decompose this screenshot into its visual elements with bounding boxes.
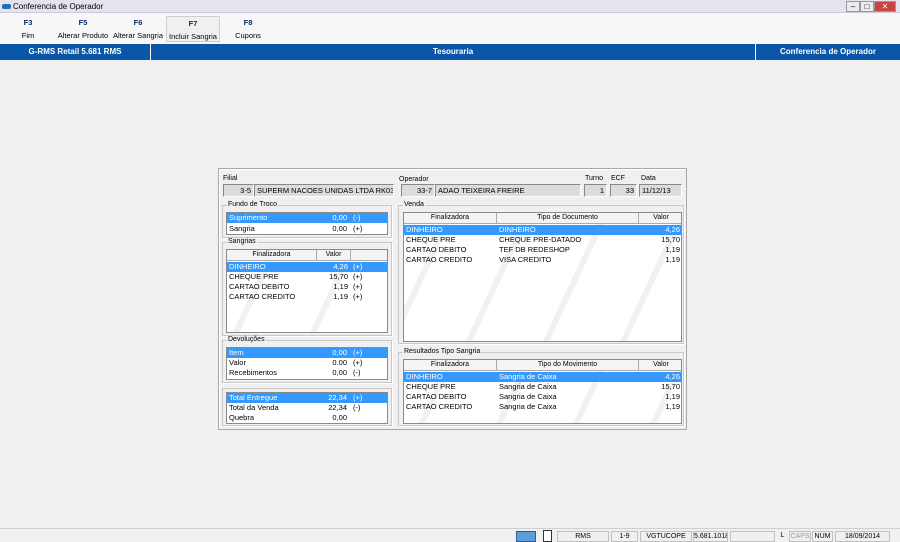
operador-label: Operador — [399, 176, 429, 183]
list-item[interactable]: Quebra 0,00 — [229, 413, 347, 422]
list-item[interactable]: CARTAO DEBITO Sangria de Caixa 1,19 — [406, 392, 680, 401]
list-item[interactable]: Suprimento 0,00 (-) — [227, 213, 387, 223]
list-item[interactable]: CHEQUE PRE CHEQUE PRE-DATADO 15,70 — [406, 235, 680, 244]
fundo-troco-group: Fundo de Troco Suprimento 0,00 (-) Sangria… — [222, 201, 392, 238]
module-name: Tesouraria — [151, 44, 756, 60]
list-item[interactable]: CARTAO DEBITO 1,19 (+) — [229, 282, 363, 291]
list-item[interactable]: CARTAO CREDITO VISA CREDITO 1,19 — [406, 255, 680, 264]
list-item[interactable]: DINHEIRO Sangria de Caixa 4,26 — [404, 372, 681, 382]
list-item[interactable]: Valor 0.00 (+) — [229, 358, 363, 367]
list-item[interactable]: Sangria 0,00 (+) — [229, 224, 363, 233]
filial-label: Filial — [223, 175, 238, 182]
status-system: RMS — [557, 531, 609, 542]
close-button[interactable]: ✕ — [874, 1, 896, 12]
alterar-sangria-button[interactable]: F6 Alterar Sangria — [112, 18, 164, 40]
totais-group: Total Entregue 22,34 (+) Total da Venda 22,… — [222, 388, 392, 426]
resultados-list[interactable]: Finalizadora Tipo do Movimento Valor DINHE… — [403, 359, 682, 424]
conferencia-panel: Filial 3-5 SUPERM NACOES UNIDAS LTDA RK0… — [218, 168, 687, 430]
fim-button[interactable]: F3 Fim — [21, 18, 35, 40]
turno-label: Turno — [585, 175, 604, 182]
operador-name-field: ADAO TEIXEIRA FREIRE — [435, 184, 581, 197]
network-icon — [516, 531, 536, 542]
list-item[interactable]: Item 0,00 (+) — [227, 348, 387, 358]
filial-code-field: 3-5 — [223, 184, 254, 197]
status-caps: CAPS — [789, 531, 811, 542]
devolucoes-title: Devoluções — [227, 336, 266, 343]
header-bar: G-RMS Retail 5.681 RMS Tesouraria Confer… — [0, 44, 900, 60]
title-bar: Conferencia de Operador – □ ✕ — [0, 0, 900, 13]
filial-name-field: SUPERM NACOES UNIDAS LTDA RK03 — [254, 184, 394, 197]
status-version: 5.681.1018 — [693, 531, 728, 542]
incluir-sangria-button[interactable]: F7 Incluir Sangria — [166, 16, 220, 42]
list-item[interactable]: Total da Venda 22,34 (-) — [229, 403, 361, 412]
status-bar: RMS 1-9 VGTUCOPE 5.681.1018 L CAPS NUM 1… — [0, 528, 900, 542]
list-item[interactable]: Recebimentos 0,00 (-) — [229, 368, 361, 377]
venda-list[interactable]: Finalizadora Tipo de Documento Valor DINHE… — [403, 212, 682, 342]
screen-name: Conferencia de Operador — [779, 47, 877, 56]
window-title: Conferencia de Operador — [13, 2, 104, 11]
turno-field: 1 — [584, 184, 607, 197]
list-item[interactable]: CARTAO CREDITO 1,19 (+) — [229, 292, 363, 301]
list-header: Finalizadora Tipo do Movimento Valor — [404, 360, 681, 371]
fundo-troco-list: Suprimento 0,00 (-) Sangria 0,00 (+) — [226, 212, 388, 235]
minimize-button[interactable]: – — [846, 1, 860, 12]
status-date: 18/09/2014 — [835, 531, 890, 542]
resultados-group: Resultados Tipo Sangria Finalizadora Tipo… — [398, 348, 684, 426]
totais-list: Total Entregue 22,34 (+) Total da Venda 22,… — [226, 392, 388, 424]
cupons-button[interactable]: F8 Cupons — [235, 18, 261, 40]
list-item[interactable]: CHEQUE PRE Sangria de Caixa 15,70 — [406, 382, 680, 391]
list-item[interactable]: CARTAO CREDITO Sangria de Caixa 1,19 — [406, 402, 680, 411]
data-field: 11/12/13 — [639, 184, 682, 197]
devolucoes-list: Item 0,00 (+) Valor 0.00 (+) Recebimentos 0,0… — [226, 347, 388, 380]
sangrias-list[interactable]: Finalizadora Valor DINHEIRO 4,26 (+) CHEQUE… — [226, 249, 388, 333]
status-num: NUM — [812, 531, 833, 542]
fundo-troco-title: Fundo de Troco — [227, 201, 279, 208]
status-empty — [730, 531, 775, 542]
venda-group: Venda Finalizadora Tipo de Documento Valor… — [398, 201, 684, 344]
list-header: Finalizadora Tipo de Documento Valor — [404, 213, 681, 224]
venda-title: Venda — [403, 201, 425, 208]
ecf-label: ECF — [611, 175, 625, 182]
devolucoes-group: Devoluções Item 0,00 (+) Valor 0.00 (+) Rece… — [222, 336, 392, 383]
maximize-button[interactable]: □ — [860, 1, 874, 12]
alterar-produto-button[interactable]: F5 Alterar Produto — [57, 18, 109, 40]
app-name: G-RMS Retail 5.681 RMS — [0, 44, 151, 60]
clipboard-icon — [543, 530, 552, 542]
operador-code-field: 33-7 — [401, 184, 435, 197]
sangrias-group: Sangrias Finalizadora Valor DINHEIRO 4,26(… — [222, 238, 392, 336]
list-item[interactable]: Total Entregue 22,34 (+) — [227, 393, 387, 403]
list-item[interactable]: CARTAO DEBITO TEF DB REDESHOP 1,19 — [406, 245, 680, 254]
ecf-field: 33 — [610, 184, 637, 197]
sangrias-title: Sangrias — [227, 238, 257, 245]
list-item[interactable]: CHEQUE PRE 15,70 (+) — [229, 272, 363, 281]
resultados-title: Resultados Tipo Sangria — [403, 348, 482, 355]
list-header: Finalizadora Valor — [227, 250, 387, 261]
status-filial: 1-9 — [611, 531, 638, 542]
app-icon — [2, 4, 11, 9]
toolbar: F3 Fim F5 Alterar Produto F6 Alterar Sangri… — [0, 13, 900, 44]
status-l: L — [780, 532, 785, 539]
list-item[interactable]: DINHEIRO DINHEIRO 4,26 — [404, 225, 681, 235]
list-item[interactable]: DINHEIRO 4,26 (+) — [227, 262, 387, 272]
data-label: Data — [641, 175, 656, 182]
status-user: VGTUCOPE — [640, 531, 692, 542]
